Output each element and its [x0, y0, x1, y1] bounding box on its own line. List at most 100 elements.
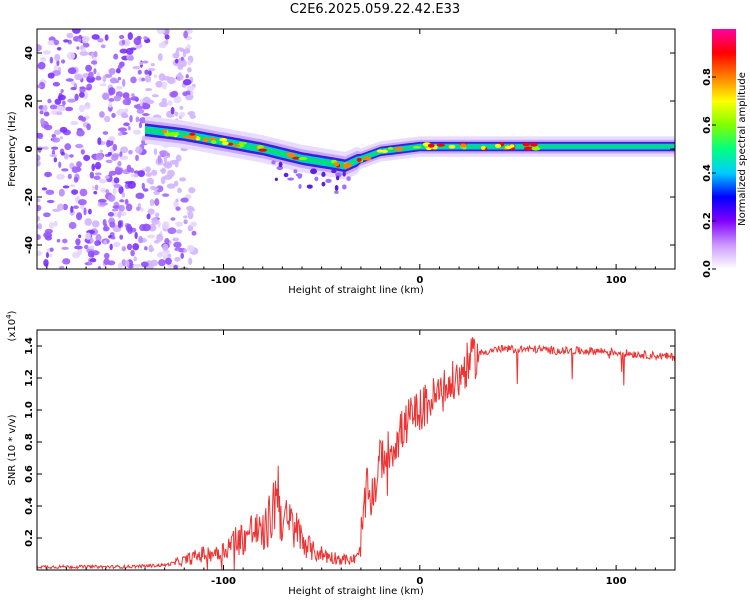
snr-ticks: -100 0 100 0.2 0.4 0.6 0.8 1.0 1.2 1.4 — [24, 330, 676, 587]
noise-blob — [59, 265, 65, 269]
noise-blob — [113, 53, 119, 60]
noise-blob — [140, 207, 144, 212]
noise-blob — [37, 160, 41, 167]
noise-blob — [80, 149, 85, 155]
noise-blob — [117, 160, 122, 167]
noise-blob — [83, 154, 91, 162]
noise-blob — [127, 32, 133, 40]
noise-blob — [140, 261, 149, 268]
colorbar-tick-label: 0.4 — [702, 164, 713, 182]
noise-blob — [62, 185, 70, 189]
noise-blob — [158, 42, 167, 49]
noise-blob — [81, 35, 91, 42]
noise-blob — [78, 34, 82, 39]
ridge-hotspot — [412, 145, 422, 149]
ridge-hotspot — [222, 141, 229, 146]
noise-blob — [81, 48, 87, 53]
noise-blob — [102, 92, 110, 100]
noise-blob — [61, 168, 69, 172]
noise-blob — [91, 220, 100, 228]
ridge-hotspot — [381, 149, 388, 153]
noise-blob — [88, 71, 94, 79]
ridge-hotspot — [189, 132, 196, 136]
noise-blob — [146, 99, 155, 105]
noise-blob — [129, 114, 133, 123]
noise-blob — [183, 215, 188, 219]
noise-blob — [158, 73, 166, 81]
noise-blob — [108, 68, 116, 75]
ridge-side-blob — [335, 175, 340, 181]
ridge-hotspot — [494, 143, 502, 148]
noise-blob — [93, 190, 98, 195]
noise-blob — [61, 246, 69, 251]
ridge-hotspot — [202, 137, 209, 143]
noise-blob — [66, 32, 74, 39]
noise-blob — [135, 116, 140, 123]
noise-blob — [76, 212, 83, 221]
noise-blob — [111, 153, 120, 159]
noise-blob — [93, 51, 98, 58]
noise-blob — [120, 146, 129, 154]
noise-blob — [170, 106, 175, 115]
noise-blob — [121, 246, 126, 252]
noise-blob — [108, 136, 116, 142]
ridge-side-blob — [297, 173, 303, 179]
noise-blob — [117, 262, 123, 269]
noise-blob — [155, 185, 164, 193]
noise-blob — [70, 120, 79, 126]
noise-blob — [39, 110, 44, 115]
noise-blob — [157, 53, 163, 61]
ridge-side-blob — [321, 171, 326, 177]
y-tick-label: -20 — [24, 188, 35, 206]
noise-blob — [147, 67, 156, 72]
noise-blob — [66, 51, 76, 60]
spectrogram-xlabel: Height of straight line (km) — [288, 285, 424, 296]
noise-blob — [63, 39, 70, 43]
noise-blob — [100, 44, 106, 49]
noise-blob — [43, 124, 53, 131]
ridge-hotspot — [480, 145, 486, 150]
ridge-side-blob — [334, 184, 339, 191]
noise-blob — [110, 236, 116, 240]
noise-blob — [49, 154, 58, 158]
snr-multiplier: (x104) — [5, 310, 18, 341]
noise-blob — [89, 171, 95, 179]
y-tick-label: 1.4 — [24, 337, 35, 355]
noise-blob — [44, 235, 53, 241]
noise-blob — [71, 29, 81, 34]
noise-blob — [128, 149, 133, 155]
noise-blob — [60, 88, 64, 94]
noise-blob — [182, 79, 192, 86]
noise-blob — [187, 67, 192, 73]
snr-series-line — [37, 337, 675, 570]
noise-blob — [117, 220, 122, 229]
ridge-side-blob — [276, 165, 284, 171]
noise-blob — [37, 198, 41, 203]
noise-blob — [108, 98, 115, 102]
noise-blob — [150, 62, 155, 67]
noise-blob — [62, 203, 68, 211]
ridge-hotspot — [238, 141, 247, 145]
noise-blob — [45, 252, 49, 259]
noise-blob — [91, 52, 95, 59]
noise-blob — [109, 221, 116, 228]
noise-blob — [54, 53, 61, 62]
noise-blob — [83, 244, 89, 250]
noise-blob — [42, 146, 49, 150]
ridge-side-blob — [334, 190, 339, 194]
noise-blob — [85, 64, 92, 72]
snr-xlabel: Height of straight line (km) — [288, 586, 424, 597]
y-tick-label: 20 — [24, 94, 35, 108]
y-tick-label: 0 — [24, 145, 35, 152]
noise-blob — [94, 172, 102, 176]
noise-blob — [131, 93, 135, 97]
noise-blob — [54, 98, 62, 105]
noise-blob — [78, 234, 82, 239]
ridge-hotspot — [257, 145, 264, 150]
noise-blob — [41, 187, 48, 191]
noise-blob — [69, 184, 76, 188]
noise-blob — [162, 193, 170, 197]
noise-blob — [152, 187, 159, 191]
noise-blob — [67, 67, 77, 75]
noise-blob — [144, 69, 149, 75]
